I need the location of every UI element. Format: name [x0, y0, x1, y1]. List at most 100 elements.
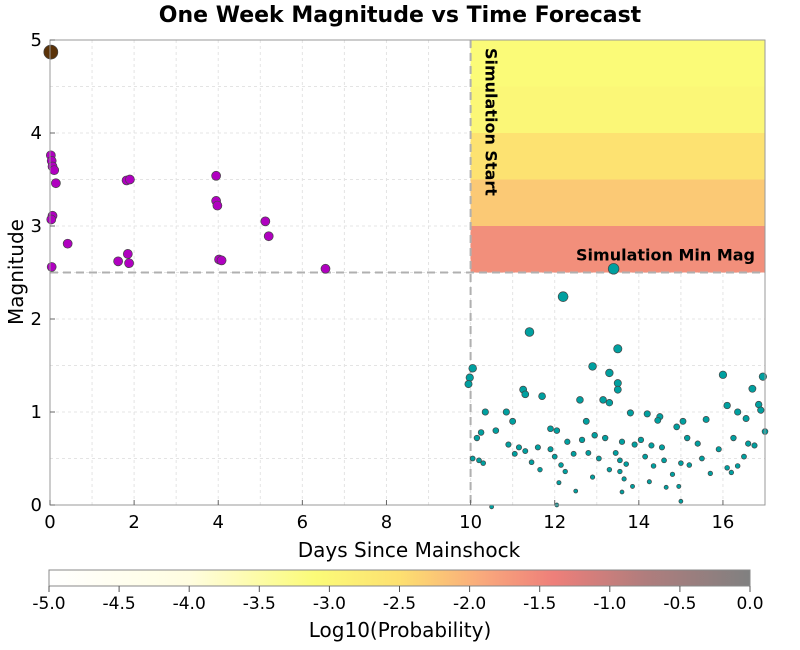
heatmap-cell — [470, 40, 765, 87]
new_events-point — [694, 440, 701, 447]
new_events-point — [676, 483, 682, 489]
new_events-point — [637, 436, 645, 444]
new_events-point — [599, 396, 607, 404]
new_events-point — [469, 455, 476, 462]
new_events-point — [576, 396, 584, 404]
heatmap-cell — [470, 226, 765, 273]
new_events-point — [502, 408, 510, 416]
simulation-start-label: Simulation Start — [482, 48, 501, 196]
observed_aftershocks-point — [62, 238, 73, 249]
new_events-point — [661, 457, 667, 464]
new_events-point — [473, 434, 481, 442]
new_events-point — [477, 429, 485, 436]
new_events-point — [468, 364, 477, 373]
reference-lines — [50, 40, 765, 505]
observed_aftershocks-point — [124, 258, 134, 269]
new_events-point — [557, 291, 569, 302]
new_events-point — [582, 417, 590, 425]
new_events-point — [562, 468, 568, 475]
new_events-point — [613, 379, 622, 388]
y-tick-label: 1 — [31, 402, 42, 423]
new_events-point — [673, 423, 681, 431]
new_events-point — [511, 450, 518, 457]
y-axis-ticks: 0 1 2 3 4 5 — [31, 30, 55, 516]
new_events-point — [589, 474, 596, 480]
new_events-point — [602, 434, 609, 442]
new_events-point — [556, 480, 562, 486]
colorbar-tick-label: -4.5 — [103, 594, 136, 614]
new_events-point — [617, 468, 623, 475]
new_events-point — [654, 416, 662, 424]
new_events-point — [480, 460, 486, 466]
new_events-point — [723, 401, 731, 410]
observed_aftershocks-point — [125, 174, 135, 185]
new_events-point — [707, 470, 713, 477]
heatmap-cell — [470, 86, 765, 133]
x-tick-label: 2 — [128, 512, 139, 533]
new_events-point — [643, 410, 651, 418]
new_events-point — [751, 442, 758, 449]
new_events-point — [515, 444, 522, 451]
new_events-point — [465, 373, 474, 382]
x-tick-label: 14 — [627, 512, 650, 533]
new_events-point — [715, 446, 722, 453]
mainshock-point — [43, 44, 59, 60]
x-tick-label: 4 — [213, 512, 224, 533]
new_events-point — [728, 469, 734, 476]
new_events-point — [591, 432, 598, 439]
new_events-point — [524, 327, 535, 337]
new_events-point — [573, 488, 579, 494]
observed_aftershocks-point — [216, 255, 227, 266]
new_events-point — [699, 455, 705, 462]
new_events-point — [492, 427, 500, 434]
new_events-point — [626, 409, 634, 417]
colorbar-label: Log10(Probability) — [309, 618, 492, 642]
new_events-point — [606, 466, 613, 473]
event-points — [43, 44, 769, 510]
x-tick-label: 10 — [459, 512, 482, 533]
new_events-point — [730, 434, 737, 442]
new_events-point — [509, 417, 517, 425]
y-tick-label: 4 — [31, 123, 42, 144]
colorbar-tick-label: -2.0 — [453, 594, 486, 614]
new_events-point — [612, 449, 619, 456]
new_events-point — [619, 489, 625, 495]
new_events-point — [650, 463, 657, 469]
new_events-point — [537, 466, 543, 473]
observed_aftershocks-point — [46, 262, 57, 272]
y-tick-label: 2 — [31, 309, 42, 330]
new_events-point — [678, 498, 684, 504]
observed_aftershocks-point — [211, 170, 221, 181]
x-axis-ticks: 0 2 4 6 8 10 12 14 16 — [44, 500, 734, 533]
observed_aftershocks-point — [260, 216, 271, 227]
observed_aftershocks-point — [49, 165, 60, 176]
colorbar-tick-label: -1.0 — [593, 594, 626, 614]
new_events-point — [621, 476, 627, 482]
x-tick-label: 0 — [44, 512, 55, 533]
new_events-point — [745, 440, 752, 447]
new_events-point — [558, 462, 564, 468]
new_events-point — [702, 416, 710, 423]
new_events-point — [538, 392, 546, 400]
new_events-point — [734, 408, 742, 416]
colorbar-tick-label: -0.5 — [663, 594, 696, 614]
x-tick-label: 12 — [543, 512, 566, 533]
new_events-point — [464, 380, 473, 389]
new_events-point — [684, 434, 691, 442]
new_events-point — [648, 442, 655, 449]
x-tick-label: 16 — [711, 512, 734, 533]
simulation-min-mag-label: Simulation Min Mag — [576, 246, 755, 265]
new_events-point — [547, 446, 554, 453]
new_events-point — [578, 436, 586, 444]
new_events-point — [553, 427, 561, 434]
colorbar-tick-label: 0.0 — [736, 594, 763, 614]
new_events-point — [551, 453, 558, 460]
colorbar-tick-label: -3.0 — [313, 594, 346, 614]
new_events-point — [588, 362, 597, 371]
observed_aftershocks-point — [212, 200, 223, 211]
new_events-point — [528, 459, 535, 466]
x-axis-label: Days Since Mainshock — [298, 538, 521, 562]
new_events-point — [481, 408, 489, 416]
colorbar-ticks: -5.0 -4.5 -4.0 -3.5 -3.0 -2.5 -2.0 -1.5 -1.0 -0.5… — [32, 586, 764, 614]
